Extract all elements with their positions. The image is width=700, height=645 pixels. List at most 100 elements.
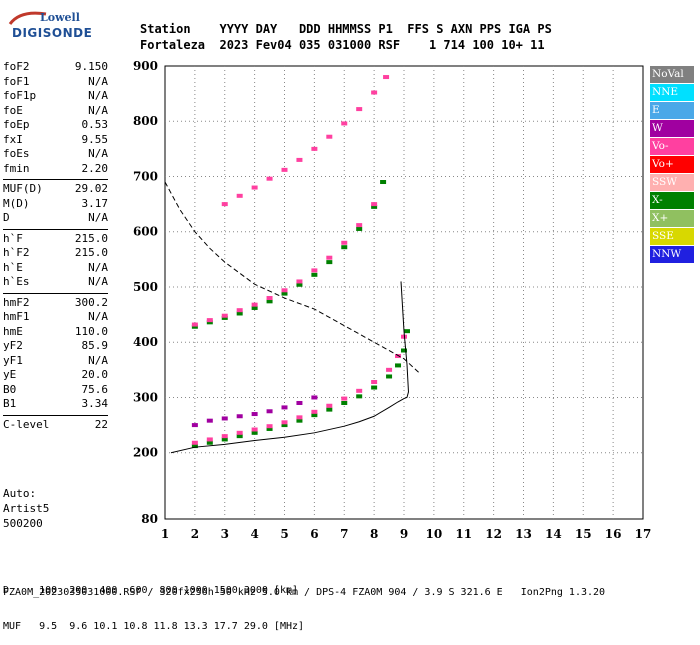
parameter-row: h`F2 215.0 — [3, 246, 108, 261]
electron-density-profile — [170, 281, 409, 454]
auto-artist-version: Artist5 — [3, 502, 50, 515]
data-point — [371, 90, 378, 95]
data-point — [311, 146, 318, 151]
parameter-name: hmF2 — [3, 295, 30, 309]
data-point — [341, 245, 348, 250]
parameter-value: 110.0 — [74, 324, 108, 338]
x-tick-label: 9 — [400, 527, 408, 541]
footer-muf-row: MUF 9.5 9.6 10.1 10.8 11.8 13.3 17.7 29.… — [3, 621, 305, 632]
parameter-value: 3.34 — [81, 397, 109, 410]
data-point — [356, 223, 363, 228]
parameter-name: MUF(D) — [3, 182, 43, 195]
parameter-row: B0 75.6 — [3, 383, 108, 398]
parameter-value: 3.17 — [81, 196, 109, 210]
data-point — [251, 427, 258, 432]
auto-code: 500200 — [3, 517, 43, 530]
data-point — [341, 396, 348, 401]
legend-entry-vo: Vo+ — [650, 156, 694, 173]
parameter-name: yF2 — [3, 339, 23, 352]
parameter-row: yF1 N/A — [3, 354, 108, 369]
parameter-value: N/A — [88, 275, 108, 288]
data-point — [206, 437, 213, 442]
parameter-name: foF2 — [3, 60, 30, 73]
data-point — [386, 367, 393, 372]
header-row-2: Fortaleza 2023 Fev04 035 031000 RSF 1 71… — [140, 38, 545, 52]
parameter-name: h`E — [3, 260, 23, 274]
legend-entry-ssw: SSW — [650, 174, 694, 191]
parameter-value: 20.0 — [81, 368, 109, 381]
parameter-value: 22 — [94, 417, 108, 431]
y-tick-label: 800 — [133, 114, 158, 128]
parameter-name: D — [3, 211, 10, 224]
data-point — [371, 379, 378, 384]
data-point — [266, 409, 273, 414]
data-point — [206, 440, 213, 445]
parameter-row: foF1 N/A — [3, 75, 108, 90]
data-point — [403, 329, 410, 334]
data-point — [371, 204, 378, 209]
data-point — [341, 400, 348, 405]
parameter-name: foF1 — [3, 74, 30, 88]
x-tick-label: 12 — [485, 527, 502, 541]
legend-entry-noval: NoVal — [650, 66, 694, 83]
data-point — [326, 255, 333, 260]
parameter-row: foE N/A — [3, 104, 108, 119]
legend-entry-nne: NNE — [650, 84, 694, 101]
legend-entry-x: X+ — [650, 210, 694, 227]
data-point — [311, 268, 318, 273]
data-point — [236, 308, 243, 313]
data-point — [296, 157, 303, 162]
plot-frame — [164, 65, 644, 520]
data-point — [326, 134, 333, 139]
parameter-value: 0.53 — [81, 118, 109, 131]
data-point — [251, 430, 258, 435]
data-point — [383, 75, 390, 80]
header-row-1: Station YYYY DAY DDD HHMMSS P1 FFS S AXN… — [140, 22, 552, 36]
x-tick-label: 2 — [191, 527, 199, 541]
y-tick-label: 500 — [133, 280, 158, 294]
parameter-name: hmE — [3, 324, 23, 338]
parameter-row: D N/A — [3, 211, 108, 226]
parameter-row: fxI 9.55 — [3, 133, 108, 148]
parameter-row: foEs N/A — [3, 147, 108, 162]
data-point — [311, 413, 318, 418]
data-point — [251, 412, 258, 417]
parameter-value: 29.02 — [74, 182, 108, 195]
x-tick-label: 17 — [635, 527, 652, 541]
parameter-name: foEp — [3, 118, 30, 131]
parameter-value: 9.150 — [74, 60, 108, 73]
footer-muf-table: D 100 200 400 600 800 1000 1500 3000 [km… — [3, 561, 304, 645]
parameter-name: hmF1 — [3, 310, 30, 323]
parameter-name: B0 — [3, 382, 17, 396]
parameter-row: C-level 22 — [3, 418, 108, 433]
parameter-name: foF1p — [3, 89, 37, 102]
data-point — [296, 418, 303, 423]
data-point — [326, 260, 333, 265]
x-tick-label: 15 — [575, 527, 592, 541]
legend-entry-sse: SSE — [650, 228, 694, 245]
x-tick-label: 16 — [605, 527, 622, 541]
data-point — [221, 313, 228, 318]
y-tick-label: 900 — [133, 59, 158, 73]
data-point — [281, 291, 288, 296]
parameter-separator — [3, 228, 108, 230]
legend-entry-x: X- — [650, 192, 694, 209]
data-point — [191, 324, 198, 329]
y-tick-label: 400 — [133, 335, 158, 349]
data-point — [191, 440, 198, 445]
x-tick-label: 3 — [221, 527, 229, 541]
data-point — [371, 202, 378, 207]
parameter-row: yE 20.0 — [3, 368, 108, 383]
parameter-value: N/A — [88, 103, 108, 117]
data-point — [341, 240, 348, 245]
parameter-row: foEp 0.53 — [3, 118, 108, 133]
parameter-row: h`Es N/A — [3, 275, 108, 290]
data-point — [206, 318, 213, 323]
x-tick-label: 7 — [340, 527, 348, 541]
y-tick-label: 300 — [133, 390, 158, 404]
legend-entry-vo: Vo- — [650, 138, 694, 155]
x-tick-label: 13 — [515, 527, 532, 541]
parameter-value: N/A — [88, 260, 108, 274]
parameter-value: 85.9 — [81, 339, 109, 352]
data-point — [371, 385, 378, 390]
